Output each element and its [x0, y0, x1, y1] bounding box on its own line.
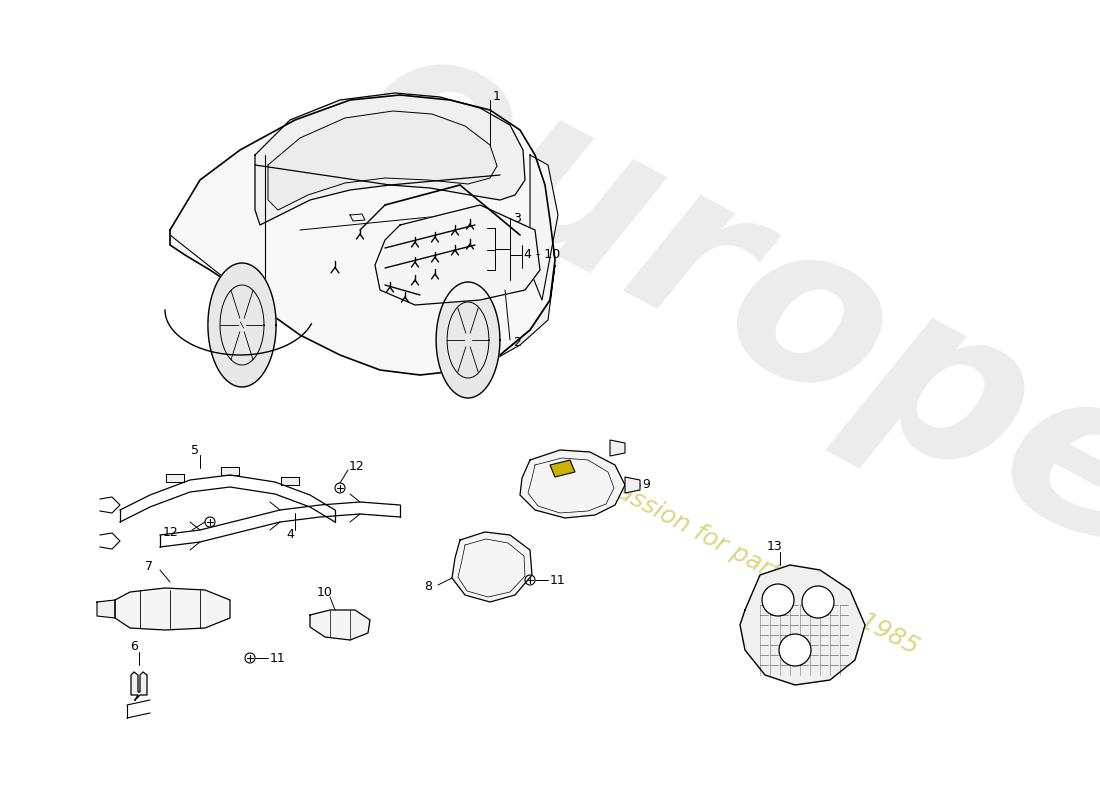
Polygon shape	[530, 155, 558, 300]
Polygon shape	[268, 111, 497, 210]
Text: 2: 2	[513, 335, 521, 349]
Text: 12: 12	[163, 526, 178, 538]
Circle shape	[762, 584, 794, 616]
Polygon shape	[208, 263, 276, 387]
Text: 11: 11	[270, 651, 286, 665]
Text: 10: 10	[317, 586, 333, 599]
Text: 8: 8	[424, 581, 432, 594]
Polygon shape	[740, 565, 865, 685]
Polygon shape	[116, 588, 230, 630]
Text: 4 - 10: 4 - 10	[524, 249, 560, 262]
Polygon shape	[550, 460, 575, 477]
Polygon shape	[255, 93, 525, 225]
Text: 4: 4	[286, 529, 294, 542]
Polygon shape	[452, 532, 532, 602]
Polygon shape	[375, 205, 540, 305]
Polygon shape	[131, 672, 147, 700]
Polygon shape	[97, 600, 116, 618]
Text: 12: 12	[349, 459, 365, 473]
Text: a passion for parts since 1985: a passion for parts since 1985	[578, 461, 923, 659]
Text: 3: 3	[513, 211, 521, 225]
Circle shape	[779, 634, 811, 666]
Polygon shape	[310, 610, 370, 640]
Text: 1: 1	[493, 90, 500, 103]
Polygon shape	[436, 282, 499, 398]
Circle shape	[802, 586, 834, 618]
Text: 13: 13	[767, 541, 783, 554]
Text: 5: 5	[191, 443, 199, 457]
Polygon shape	[520, 450, 625, 518]
Text: 11: 11	[550, 574, 565, 586]
Text: 6: 6	[130, 641, 138, 654]
Text: 7: 7	[145, 561, 153, 574]
Text: 9: 9	[642, 478, 650, 491]
Polygon shape	[170, 95, 556, 375]
Polygon shape	[221, 467, 239, 475]
Polygon shape	[610, 440, 625, 456]
Polygon shape	[166, 474, 184, 482]
Text: europes: europes	[322, 0, 1100, 662]
Polygon shape	[465, 265, 556, 370]
Polygon shape	[280, 477, 299, 485]
Polygon shape	[625, 477, 640, 493]
